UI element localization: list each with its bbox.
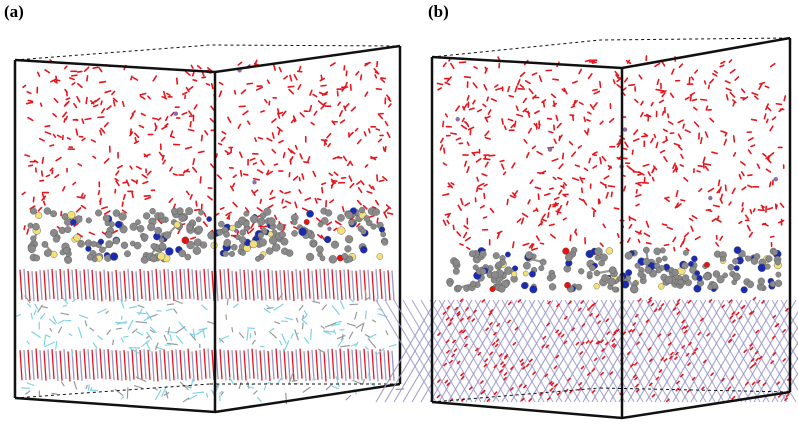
panel-a-label: (a) <box>4 2 24 21</box>
panel-b-clay-lattice <box>375 296 798 403</box>
panel-a-simulation-box <box>13 44 405 414</box>
panel-b-box-edges <box>430 36 792 420</box>
panel-a-water-region <box>21 59 394 241</box>
panel-b-label: (b) <box>428 2 449 21</box>
panel-a-clay-layers <box>15 268 405 405</box>
panel-b-adsorbed-molecules <box>446 246 783 294</box>
panel-a-box-edges <box>13 44 402 414</box>
panel-b-simulation-box <box>375 36 798 420</box>
panel-a-adsorbed-molecules <box>27 206 389 264</box>
panel-b-water-region <box>436 55 787 252</box>
